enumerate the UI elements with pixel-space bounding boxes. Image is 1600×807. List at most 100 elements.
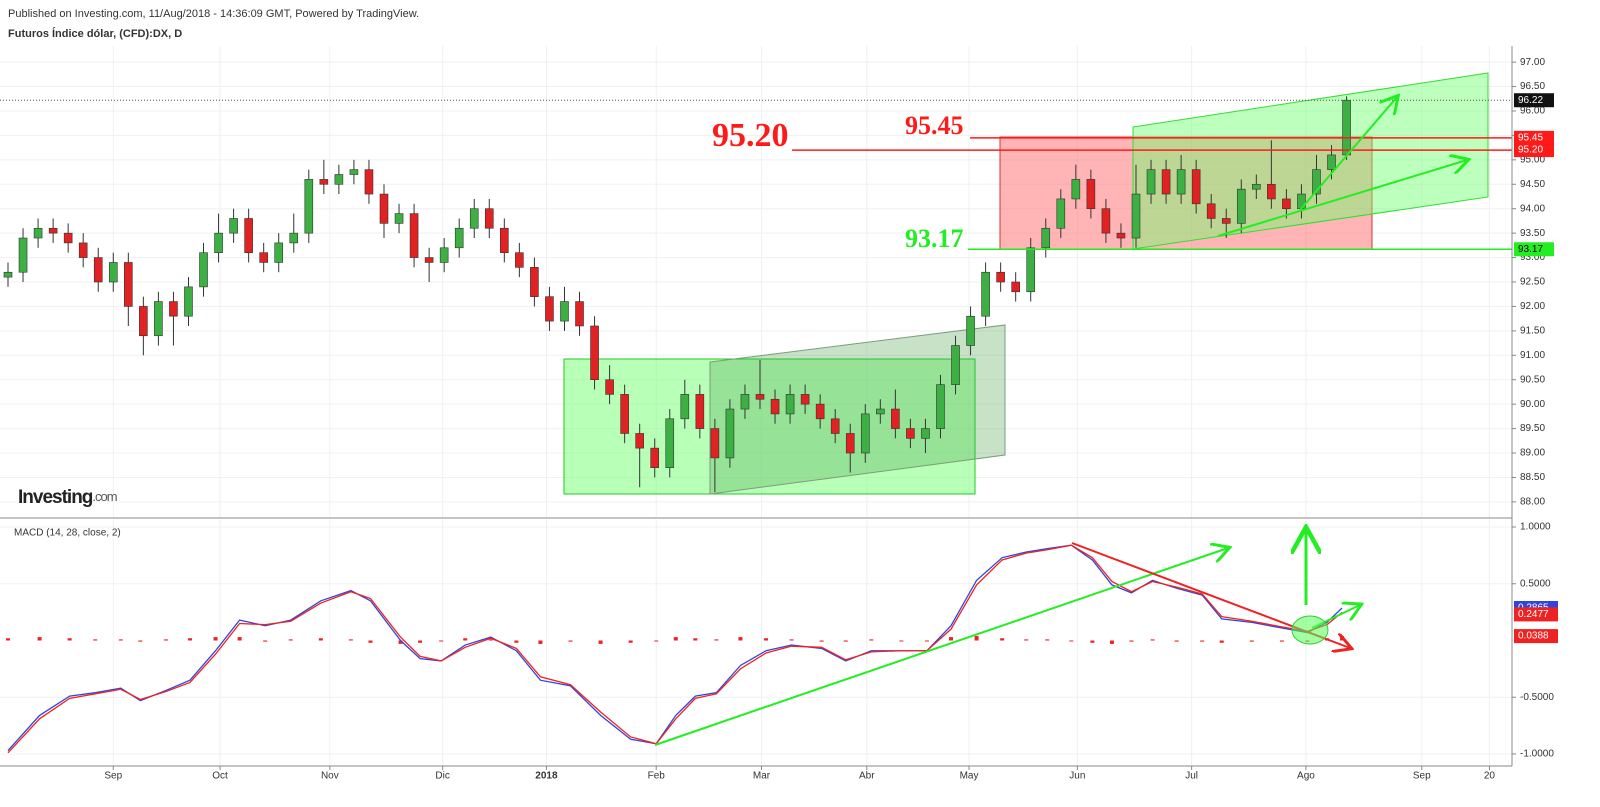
candle-body [951, 345, 960, 385]
histogram-bar [213, 637, 218, 641]
channel [709, 324, 1006, 495]
candle-body [906, 428, 915, 439]
histogram-bar [714, 639, 719, 641]
range-box [999, 136, 1373, 250]
candle-body [545, 296, 554, 322]
level-badge-label: 95.20 [1518, 145, 1543, 156]
histogram-bar [1279, 640, 1284, 642]
histogram-bar [6, 638, 10, 641]
histogram-bar [1150, 639, 1155, 641]
y-tick-label: 88.00 [1520, 497, 1545, 508]
histogram-bar [1090, 640, 1095, 643]
candle-body [680, 394, 690, 420]
indicator-title: MACD (14, 28, close, 2) [14, 528, 121, 539]
candle-body [1252, 183, 1261, 190]
x-tick-label: May [960, 771, 979, 782]
candle-body [725, 408, 735, 459]
histogram-bar [693, 638, 698, 641]
y-tick-label: -0.5000 [1520, 692, 1554, 703]
candle-body [18, 237, 28, 273]
candle-body [575, 301, 584, 327]
candle-body [500, 227, 509, 253]
histogram-bar [1000, 638, 1005, 641]
histogram-bar [974, 635, 979, 641]
candle-body [199, 252, 208, 288]
histogram-bar [819, 640, 824, 642]
candle-body [1342, 99, 1351, 156]
x-tick-label: Nov [321, 771, 339, 782]
candle-body [876, 408, 885, 415]
y-tick-label: 94.00 [1520, 203, 1545, 214]
candle-body [665, 418, 675, 468]
candle-body [78, 242, 88, 258]
histogram-bar [1024, 639, 1029, 641]
histogram-bar [789, 639, 794, 641]
arrow [1299, 97, 1397, 211]
histogram-bar [187, 638, 192, 641]
price-badge-label: 96.22 [1518, 95, 1543, 106]
candle-body [1327, 154, 1336, 170]
histogram-bar [1129, 640, 1134, 642]
x-tick-label: Mar [753, 771, 771, 782]
candle-body [259, 252, 268, 263]
level-label: 95.20 [712, 117, 789, 154]
candle-body [966, 315, 975, 346]
x-tick-label: 20 [1484, 771, 1496, 782]
candle-body [1282, 198, 1291, 210]
y-tick-label: 88.50 [1520, 472, 1545, 483]
x-tick-label: 2018 [535, 771, 558, 782]
instrument-title: Futuros Índice dólar, (CFD):DX, D [8, 27, 182, 40]
histogram-bar [93, 639, 98, 641]
level-badge [1514, 143, 1554, 158]
candle-body [936, 384, 945, 429]
candle-body [1071, 179, 1081, 200]
candle-body [891, 408, 900, 429]
y-tick-label: 91.50 [1520, 326, 1545, 337]
histogram-bar [439, 640, 444, 642]
candle-body [124, 262, 133, 307]
histogram-bar [1340, 636, 1345, 641]
candle-body [304, 179, 314, 234]
histogram-bar [598, 640, 603, 644]
grid: 88.00 88.50 89.00 89.50 90.00 90.50 91.00 91.50… [0, 46, 1554, 782]
candle-body [1206, 203, 1216, 219]
y-tick-label: 1.0000 [1520, 522, 1551, 533]
candle-body [289, 232, 299, 244]
candle-body [620, 394, 629, 434]
candle-body [530, 267, 539, 297]
candle-body [469, 208, 479, 229]
level-label: 93.17 [905, 224, 964, 253]
y-tick-label: 89.00 [1520, 448, 1545, 459]
y-tick-label: 92.00 [1520, 301, 1545, 312]
candle-body [169, 301, 178, 317]
candle-body [93, 257, 103, 283]
y-tick-label: 90.50 [1520, 374, 1545, 385]
overlay: 96.22 95.45 95.45 95.20 95.20 93.17 93.17 [0, 93, 1554, 257]
candle-body [379, 193, 389, 224]
histogram-bar [568, 640, 573, 642]
histogram-bar [538, 640, 543, 644]
histogram-bar [764, 638, 769, 641]
candle-body [394, 213, 404, 224]
x-tick-label: Oct [212, 771, 228, 782]
y-tick-label: 95.00 [1520, 154, 1545, 165]
candle-body [229, 218, 238, 234]
candle-body [590, 325, 599, 381]
candle-body [845, 433, 855, 454]
candle-body [650, 447, 660, 468]
x-tick-label: Sep [1413, 771, 1431, 782]
candle-body [3, 271, 13, 278]
candle-body [1056, 198, 1066, 229]
histogram-bar [348, 639, 353, 641]
level-badge [1514, 130, 1554, 145]
level-badge [1514, 242, 1554, 257]
x-tick-label: Jul [1185, 771, 1198, 782]
candle-body [1041, 227, 1051, 249]
candle-body [695, 394, 705, 429]
candle-body [409, 213, 419, 258]
candle-body [63, 232, 73, 244]
value-badge [1514, 629, 1558, 644]
histogram-bar [163, 639, 168, 641]
histogram-bar [899, 640, 904, 642]
histogram-bar [654, 640, 659, 642]
